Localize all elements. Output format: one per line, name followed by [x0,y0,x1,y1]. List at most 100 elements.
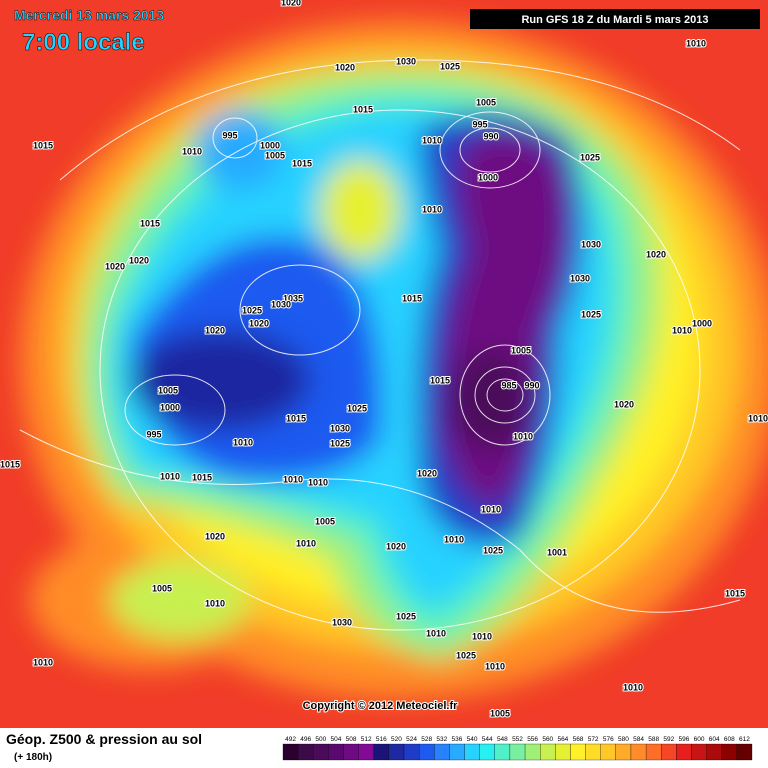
isobar-label: 1020 [614,399,634,409]
isobar-label: 1010 [748,413,768,423]
colorbar-label: 568 [573,736,584,743]
isobar-label: 1010 [233,437,253,447]
colorbar-label: 560 [542,736,553,743]
colorbar-label: 564 [557,736,568,743]
colorbar-swatch [555,743,571,761]
isobar-label: 1010 [444,534,464,544]
isobar-label: 1015 [402,293,422,303]
isobar-label: 1015 [353,104,373,114]
isobar-label: 1010 [426,628,446,638]
colorbar-label: 596 [678,736,689,743]
colorbar-label: 540 [467,736,478,743]
isobar-label: 1015 [140,218,160,228]
colorbar-label: 556 [527,736,538,743]
isobar-label: 1035 [283,293,303,303]
run-info: Run GFS 18 Z du Mardi 5 mars 2013 [521,14,708,26]
isobar-label: 1015 [33,140,53,150]
colorbar-swatch [600,743,616,761]
isobar-label: 1015 [292,158,312,168]
isobar-label: 1005 [476,97,496,107]
colorbar-swatch [282,743,299,761]
isobar-label: 1010 [308,477,328,487]
colorbar-label: 496 [300,736,311,743]
isobar-label: 1001 [547,547,567,557]
isobar-label: 1030 [570,273,590,283]
isobars [19,59,741,631]
colorbar-swatch [585,743,601,761]
isobar-label: 1010 [472,631,492,641]
colorbar-label: 536 [452,736,463,743]
colorbar-swatch [494,743,511,761]
isobar-label: 1015 [192,472,212,482]
isobar-label: 1020 [335,62,355,72]
isobar-label: 1010 [33,657,53,667]
isobar-label: 1020 [281,0,301,7]
colorbar-label: 504 [331,736,342,743]
isobar-label: 1000 [478,172,498,182]
colorbar-swatch [464,743,480,761]
isobar-label: 1025 [580,152,600,162]
colorbar-swatch [676,743,692,761]
colorbar-swatch [645,743,662,761]
colorbar-swatch [721,743,738,761]
isobar-label: 1020 [417,468,437,478]
colorbar-label: 588 [648,736,659,743]
isobar-label: 1020 [205,325,225,335]
isobar-label: 985 [501,380,516,390]
isobar-label: 995 [146,429,161,439]
colorbar-swatch [313,743,329,761]
isobar-label: 1025 [330,438,350,448]
isobar-label: 1015 [430,375,450,385]
isobar-label: 1020 [646,249,666,259]
colorbar: 492 496 500 504 508 512 516 520 524 528 532 536 540 5… [282,736,753,761]
isobar-label: 1005 [158,385,178,395]
isobar-label: 1030 [581,239,601,249]
colorbar-swatch [434,743,450,761]
colorbar-label: 584 [633,736,644,743]
isobar-label: 1020 [205,531,225,541]
colorbar-label: 580 [618,736,629,743]
isobar-label: 990 [524,380,539,390]
isobar-label: 1005 [511,345,531,355]
isobar-label: 1000 [692,318,712,328]
isobar-label: 1005 [315,516,335,526]
isobar-label: 1010 [686,38,706,48]
isobar-label: 1025 [483,545,503,555]
colorbar-label: 516 [376,736,387,743]
isobar-label: 1015 [0,459,20,469]
isobar-label: 1000 [160,402,180,412]
colorbar-label: 492 [285,736,296,743]
colorbar-swatch [449,743,465,761]
colorbar-swatch [524,743,541,761]
colorbar-label: 604 [709,736,720,743]
isobar-label: 1030 [332,617,352,627]
isobar-label: 1010 [672,325,692,335]
colorbar-swatch [691,743,707,761]
isobar-label: 1025 [440,61,460,71]
isobar-label: 1005 [490,708,510,718]
colorbar-label: 552 [512,736,523,743]
colorbar-swatch [328,743,344,761]
legend-subtitle: (+ 180h) [14,752,52,763]
isobar-label: 1015 [725,588,745,598]
date: Mercredi 13 mars 2013 [14,7,164,23]
colorbar-swatch [358,743,374,761]
isobar-label: 1000 [260,140,280,150]
isobar-label: 1025 [581,309,601,319]
isobar-label: 1010 [160,471,180,481]
run-box [470,9,760,29]
colorbar-swatch [736,743,753,761]
colorbar-swatch [630,743,647,761]
colorbar-swatch [343,743,359,761]
colorbar-swatch [419,743,435,761]
isobar-label: 1010 [481,504,501,514]
colorbar-label: 600 [694,736,705,743]
colorbar-label: 572 [588,736,599,743]
colorbar-swatch [297,743,314,761]
colorbar-label: 544 [482,736,493,743]
isobar-label: 1025 [347,403,367,413]
isobar-label: 1010 [422,204,442,214]
height-field [20,20,768,700]
